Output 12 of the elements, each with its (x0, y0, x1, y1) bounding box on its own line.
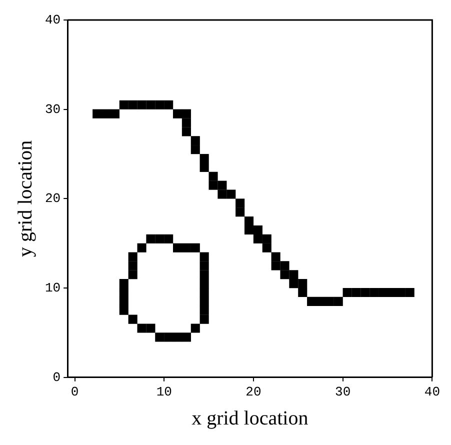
x-axis-title: x grid location (192, 407, 308, 430)
y-tick-label: 0 (52, 370, 61, 385)
y-tick-label: 30 (44, 102, 61, 117)
x-tick-label: 0 (70, 384, 79, 400)
x-tick-label: 30 (335, 384, 351, 400)
y-tick-label: 20 (44, 191, 61, 206)
x-tick-label: 20 (246, 384, 262, 400)
y-tick-label: 40 (44, 12, 61, 28)
y-tick-label: 10 (44, 280, 61, 296)
x-tick-label: 40 (424, 384, 440, 400)
y-axis-title: y grid location (14, 140, 36, 258)
x-tick-label: 10 (156, 384, 172, 400)
